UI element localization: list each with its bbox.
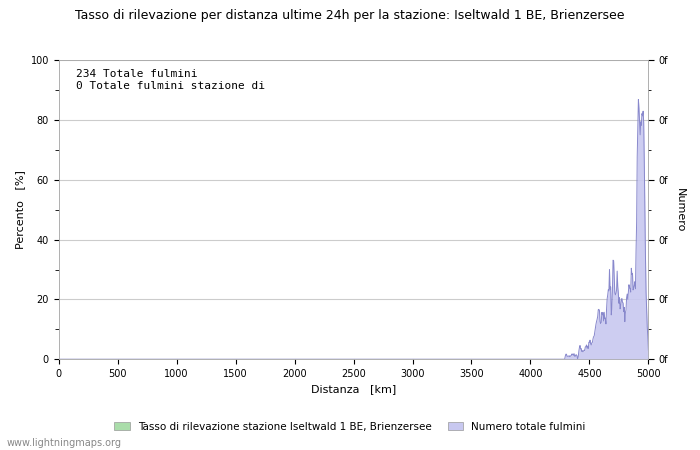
Text: 234 Totale fulmini
0 Totale fulmini stazione di: 234 Totale fulmini 0 Totale fulmini staz… <box>76 69 265 91</box>
X-axis label: Distanza   [km]: Distanza [km] <box>311 384 396 395</box>
Y-axis label: Numero: Numero <box>675 188 685 232</box>
Text: Tasso di rilevazione per distanza ultime 24h per la stazione: Iseltwald 1 BE, Br: Tasso di rilevazione per distanza ultime… <box>76 9 624 22</box>
Y-axis label: Percento   [%]: Percento [%] <box>15 171 25 249</box>
Legend: Tasso di rilevazione stazione Iseltwald 1 BE, Brienzersee, Numero totale fulmini: Tasso di rilevazione stazione Iseltwald … <box>110 418 590 436</box>
Text: www.lightningmaps.org: www.lightningmaps.org <box>7 438 122 448</box>
